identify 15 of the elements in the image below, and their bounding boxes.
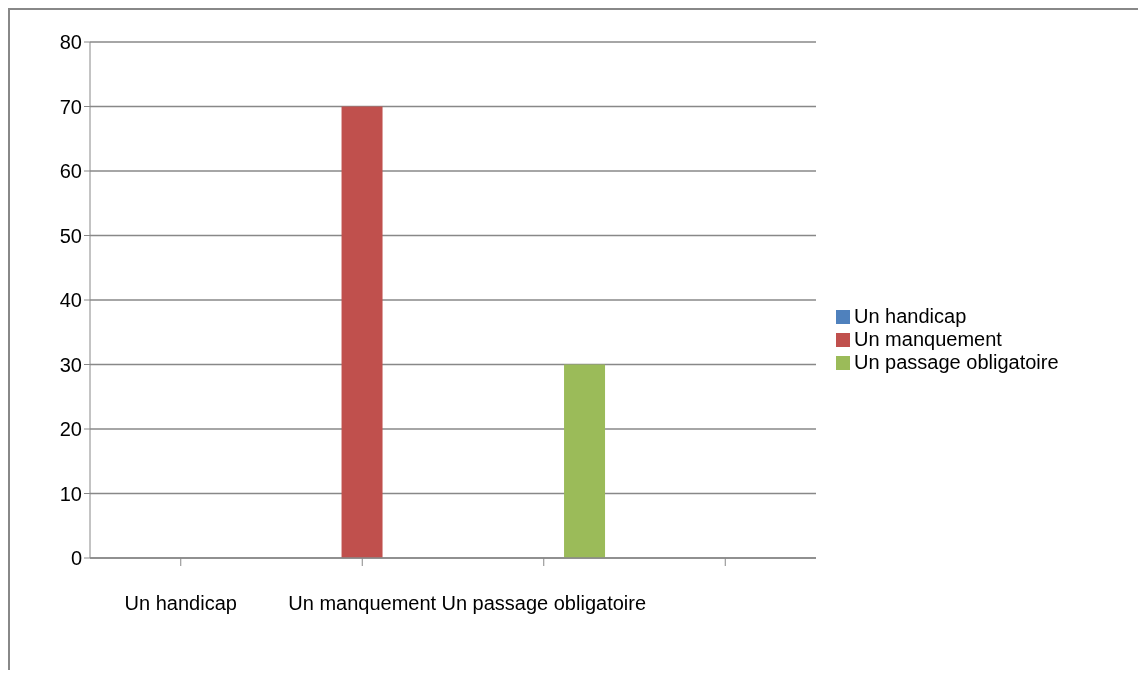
y-tick-label: 60 [59, 160, 82, 183]
legend-label: Un manquement [854, 327, 1002, 350]
legend-label: Un handicap [854, 304, 967, 327]
y-tick-label: 80 [59, 31, 82, 54]
x-tick-label: Un passage obligatoire [441, 592, 647, 615]
y-tick-label: 0 [70, 547, 82, 570]
legend-label: Un passage obligatoire [854, 350, 1059, 373]
x-tick-label: Un handicap [124, 592, 237, 615]
y-tick-label: 50 [59, 224, 82, 247]
y-tick-label: 30 [59, 353, 82, 376]
y-tick-label: 10 [59, 482, 82, 505]
y-tick-label: 40 [59, 289, 82, 312]
y-tick-label: 20 [59, 418, 82, 441]
x-tick-label: Un manquement [288, 592, 437, 615]
y-tick-label: 70 [59, 95, 82, 118]
